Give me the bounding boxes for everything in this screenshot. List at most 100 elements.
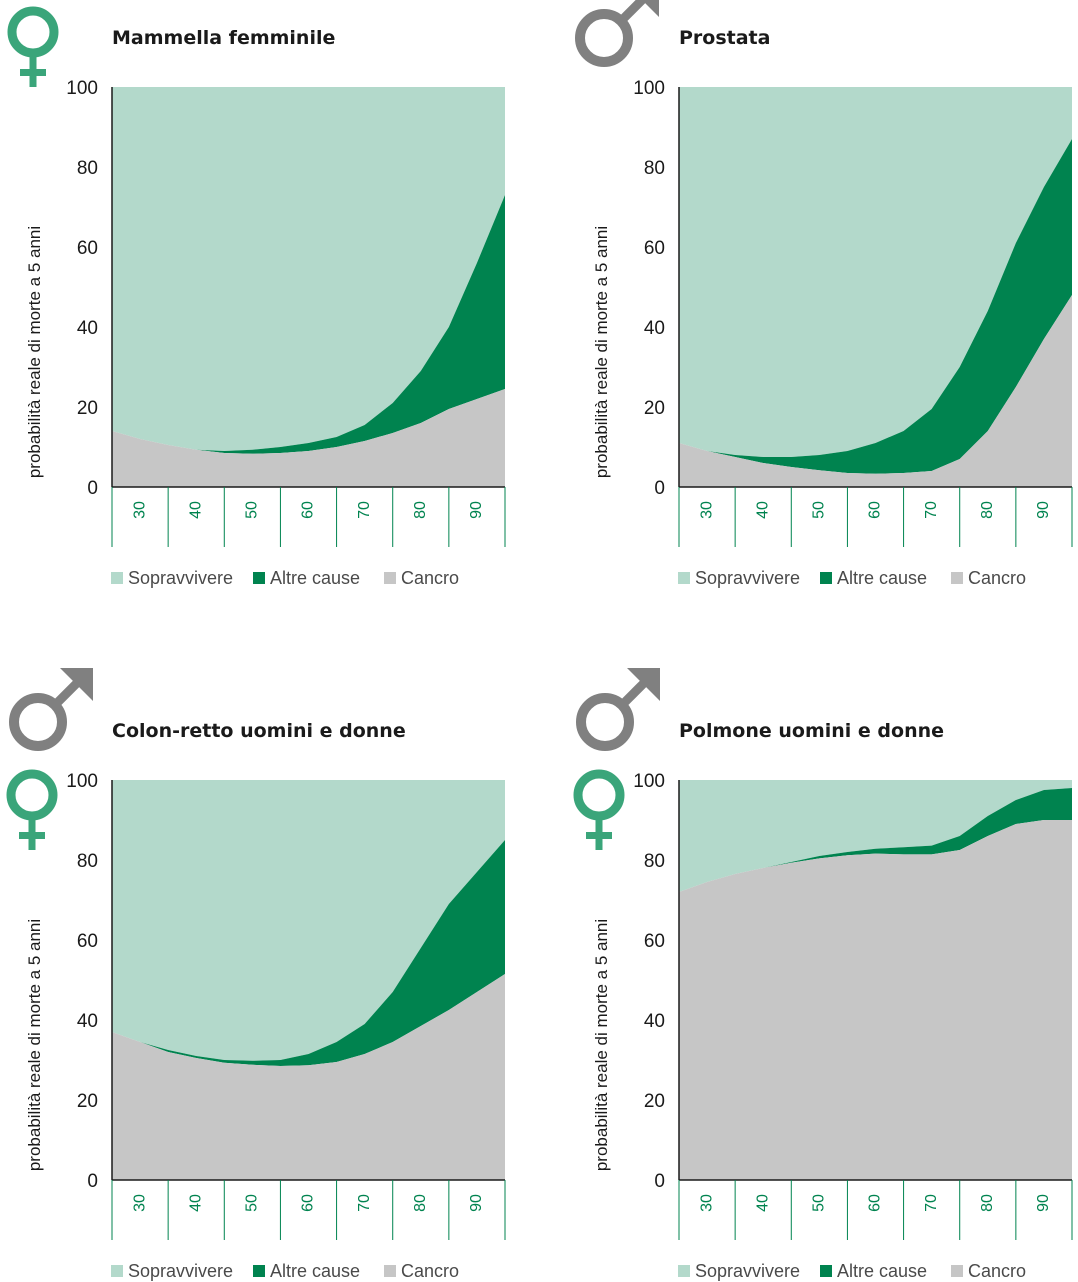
y-axis-label: probabilità reale di morte a 5 anni <box>25 919 44 1171</box>
x-tick-label: 70 <box>356 1194 373 1212</box>
x-tick-label: 80 <box>979 1194 996 1212</box>
legend-item: Altre cause <box>820 568 927 588</box>
male-icon-arrow-head <box>627 668 660 701</box>
area-sopravvivere <box>679 780 1072 892</box>
male-icon <box>575 0 659 67</box>
legend-label: Altre cause <box>837 568 927 588</box>
chart-panel-1: Mammella femminile 0 20 40 60 80 100 30 40 50 60 70… <box>7 6 506 588</box>
x-tick-label: 60 <box>867 501 884 519</box>
legend-item: Altre cause <box>253 568 360 588</box>
y-tick-label: 20 <box>77 398 98 419</box>
area-altre-cause <box>112 840 505 1066</box>
legend-label: Cancro <box>968 568 1026 588</box>
legend-label: Cancro <box>401 1261 459 1281</box>
x-tick-label: 70 <box>923 1194 940 1212</box>
y-tick-label: 80 <box>644 851 665 872</box>
y-tick-label: 80 <box>644 158 665 179</box>
x-tick-label: 80 <box>979 501 996 519</box>
x-tick-label: 80 <box>412 1194 429 1212</box>
x-tick-label: 90 <box>468 501 485 519</box>
legend-item: Altre cause <box>820 1261 927 1281</box>
legend-item: Cancro <box>951 1261 1026 1281</box>
legend-swatch <box>951 572 963 584</box>
y-tick-label: 40 <box>77 318 98 339</box>
legend-swatch <box>253 572 265 584</box>
female-icon <box>573 769 625 850</box>
legend-item: Cancro <box>384 1261 459 1281</box>
area-sopravvivere <box>679 87 1072 457</box>
chart-panel-2: Prostata 0 20 40 60 80 100 30 40 50 60 70 80 90 probab… <box>575 0 1073 588</box>
male-icon-arrow-head <box>60 668 93 701</box>
female-icon <box>7 6 59 87</box>
x-tick-label: 90 <box>1035 501 1052 519</box>
y-tick-label: 60 <box>644 238 665 259</box>
y-tick-label: 60 <box>77 931 98 952</box>
area-altre-cause <box>679 788 1072 892</box>
y-tick-label: 80 <box>77 158 98 179</box>
x-tick-label: 40 <box>754 501 771 519</box>
x-tick-label: 60 <box>300 501 317 519</box>
area-cancro <box>679 820 1072 1180</box>
female-icon <box>6 769 58 850</box>
x-tick-label: 30 <box>698 501 715 519</box>
legend-item: Sopravvivere <box>111 568 233 588</box>
legend-item: Sopravvivere <box>678 1261 800 1281</box>
legend-swatch <box>820 572 832 584</box>
x-tick-label: 50 <box>811 501 828 519</box>
y-axis-label: probabilità reale di morte a 5 anni <box>592 919 611 1171</box>
female-icon-bar <box>586 832 612 839</box>
legend-swatch <box>678 1265 690 1277</box>
female-icon-bar <box>20 69 46 76</box>
x-tick-label: 70 <box>923 501 940 519</box>
y-tick-label: 0 <box>87 478 98 499</box>
male-icon <box>576 668 660 751</box>
male-icon <box>9 668 93 751</box>
y-tick-label: 40 <box>644 1011 665 1032</box>
legend-swatch <box>111 1265 123 1277</box>
area-altre-cause <box>112 195 505 454</box>
y-axis-label: probabilità reale di morte a 5 anni <box>592 226 611 478</box>
y-tick-label: 40 <box>77 1011 98 1032</box>
area-cancro <box>112 974 505 1180</box>
y-tick-label: 20 <box>644 398 665 419</box>
legend-label: Altre cause <box>270 1261 360 1281</box>
x-tick-label: 50 <box>811 1194 828 1212</box>
legend-label: Cancro <box>401 568 459 588</box>
female-icon-ring <box>573 769 625 821</box>
chart-panel-3: Colon-retto uomini e donne 0 20 40 60 80 100 30… <box>6 668 506 1281</box>
y-tick-label: 20 <box>644 1091 665 1112</box>
legend-swatch <box>384 572 396 584</box>
female-icon-bar <box>19 832 45 839</box>
legend-item: Sopravvivere <box>678 568 800 588</box>
male-icon-arrow-head <box>642 0 659 17</box>
female-icon-ring <box>7 6 59 58</box>
y-tick-label: 100 <box>633 78 665 99</box>
female-icon-ring <box>6 769 58 821</box>
x-tick-label: 40 <box>187 501 204 519</box>
x-tick-label: 60 <box>300 1194 317 1212</box>
y-tick-label: 20 <box>77 1091 98 1112</box>
x-tick-label: 50 <box>244 501 261 519</box>
legend-item: Cancro <box>951 568 1026 588</box>
y-tick-label: 80 <box>77 851 98 872</box>
y-tick-label: 100 <box>66 771 98 792</box>
x-tick-label: 30 <box>131 1194 148 1212</box>
chart-title: Mammella femminile <box>112 27 335 49</box>
legend-swatch <box>384 1265 396 1277</box>
legend-item: Altre cause <box>253 1261 360 1281</box>
x-tick-label: 70 <box>356 501 373 519</box>
legend: Sopravvivere Altre cause Cancro <box>111 1261 459 1281</box>
legend-swatch <box>253 1265 265 1277</box>
legend: Sopravvivere Altre cause Cancro <box>678 1261 1026 1281</box>
area-cancro <box>679 295 1072 487</box>
chart-title: Colon-retto uomini e donne <box>112 720 406 742</box>
legend-swatch <box>111 572 123 584</box>
x-tick-label: 30 <box>131 501 148 519</box>
y-tick-label: 60 <box>644 931 665 952</box>
x-tick-label: 90 <box>468 1194 485 1212</box>
legend-label: Sopravvivere <box>128 568 233 588</box>
y-axis-label: probabilità reale di morte a 5 anni <box>25 226 44 478</box>
y-tick-label: 40 <box>644 318 665 339</box>
y-tick-label: 100 <box>66 78 98 99</box>
